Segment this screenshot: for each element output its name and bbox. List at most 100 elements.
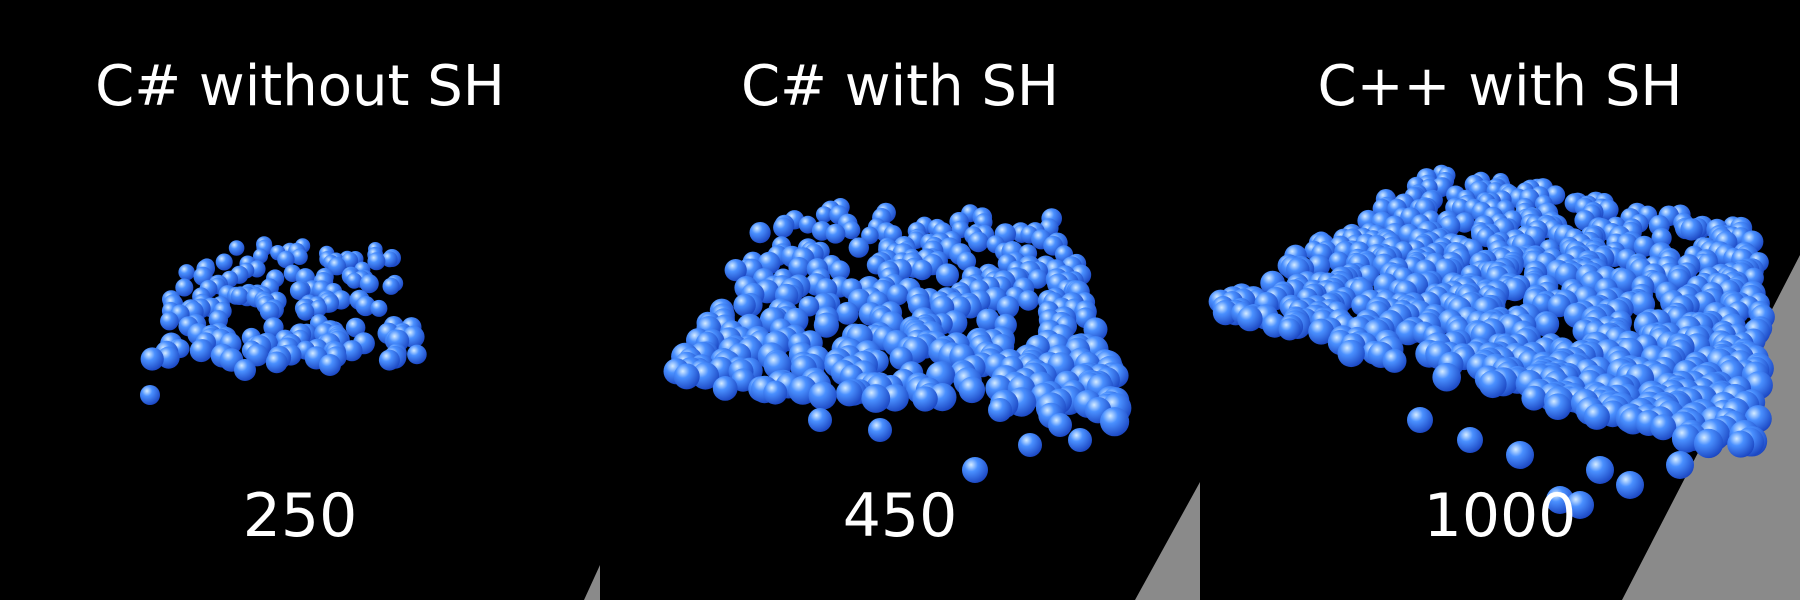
sphere	[1478, 370, 1507, 399]
panel-csharp-without-sh: C# without SH 250	[0, 0, 600, 600]
sphere-cluster	[140, 236, 427, 405]
panel-title: C# with SH	[740, 54, 1060, 119]
container-wall	[1135, 482, 1200, 600]
sphere	[1068, 428, 1092, 452]
sphere	[1382, 348, 1407, 373]
sphere	[1535, 312, 1559, 337]
sphere	[962, 457, 988, 483]
sphere-cluster	[1208, 164, 1775, 519]
sphere	[310, 299, 328, 317]
sphere	[1521, 385, 1547, 411]
sphere	[382, 277, 400, 295]
sphere	[1432, 362, 1461, 392]
panel-title: C# without SH	[95, 54, 505, 119]
sphere	[968, 231, 989, 253]
sphere	[808, 381, 837, 410]
sphere	[1666, 451, 1694, 479]
sphere	[861, 384, 891, 413]
sphere	[140, 347, 164, 371]
sphere	[265, 351, 288, 374]
particle-scene	[663, 198, 1200, 600]
particle-scene	[1208, 164, 1800, 600]
particle-count: 450	[842, 481, 958, 551]
sphere	[724, 259, 747, 282]
sphere	[861, 226, 879, 245]
sphere	[296, 302, 315, 321]
sphere	[1337, 339, 1365, 368]
sphere	[813, 312, 839, 338]
particle-scene	[140, 236, 600, 600]
sphere	[277, 250, 295, 269]
sphere	[842, 221, 861, 240]
sphere	[253, 248, 268, 264]
panel-csharp-with-sh: C# with SH 450	[600, 0, 1200, 600]
sphere	[887, 284, 909, 306]
particle-count: 1000	[1423, 481, 1577, 551]
sphere	[1680, 218, 1703, 241]
sphere	[1671, 424, 1701, 453]
sphere-cluster	[663, 198, 1132, 483]
sphere	[825, 223, 846, 244]
sphere	[1407, 407, 1433, 433]
sphere	[175, 278, 194, 297]
sphere	[346, 272, 363, 289]
sphere	[1616, 471, 1644, 499]
sphere	[345, 317, 366, 338]
sphere	[1018, 433, 1042, 457]
sphere	[246, 344, 269, 367]
sphere	[259, 301, 280, 322]
sphere	[289, 281, 309, 301]
sphere	[829, 260, 850, 281]
sphere	[848, 237, 869, 258]
sphere	[763, 380, 788, 405]
sphere	[355, 295, 376, 317]
sphere	[1693, 428, 1724, 459]
sphere	[988, 398, 1012, 422]
sphere	[157, 346, 180, 369]
sphere	[140, 385, 160, 405]
sphere	[1457, 427, 1483, 453]
sphere	[912, 259, 933, 281]
sphere	[1100, 407, 1130, 437]
sphere	[189, 339, 213, 363]
sphere	[327, 257, 347, 276]
sphere	[291, 248, 308, 265]
sphere	[381, 251, 398, 268]
sphere	[691, 362, 720, 390]
sphere	[1633, 235, 1655, 257]
sphere	[407, 344, 427, 365]
sphere	[1727, 430, 1755, 458]
sphere	[836, 380, 863, 407]
sphere	[1544, 393, 1572, 421]
sphere	[808, 408, 832, 432]
sphere	[868, 418, 892, 442]
sphere	[1566, 491, 1594, 519]
sphere	[996, 295, 1020, 319]
sphere	[359, 274, 379, 294]
sphere	[1278, 318, 1301, 341]
sphere	[1308, 318, 1335, 345]
sphere	[1598, 199, 1619, 220]
sphere	[956, 251, 977, 271]
sphere	[234, 359, 256, 381]
sphere	[178, 264, 195, 281]
panel-title: C++ with SH	[1317, 54, 1683, 119]
sphere	[1506, 441, 1534, 469]
sphere	[230, 287, 249, 306]
sphere	[319, 354, 341, 376]
sphere	[815, 206, 833, 223]
particle-count: 250	[242, 481, 358, 551]
sphere	[836, 301, 859, 325]
sphere	[912, 386, 938, 412]
sphere	[1048, 413, 1072, 437]
sphere	[773, 217, 794, 238]
sphere	[958, 376, 986, 404]
sphere	[1612, 268, 1637, 294]
panel-cpp-with-sh: C++ with SH 1000	[1200, 0, 1800, 600]
sphere	[378, 349, 400, 371]
sphere	[1018, 290, 1039, 311]
sphere	[160, 311, 179, 331]
container-wall	[584, 565, 600, 600]
sphere	[1212, 300, 1238, 326]
